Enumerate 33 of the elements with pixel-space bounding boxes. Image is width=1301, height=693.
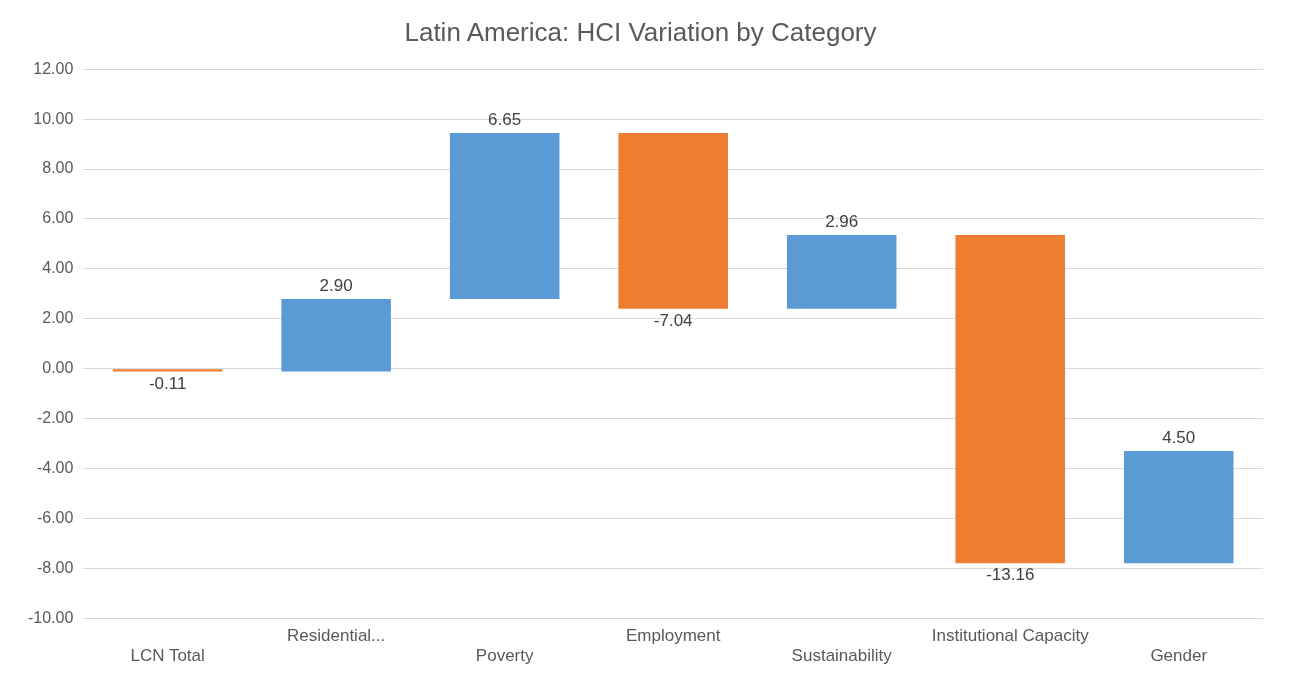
y-tick-label: -8.00: [36, 558, 74, 576]
y-tick-label: -6.00: [36, 508, 74, 526]
data-label: 6.65: [488, 110, 522, 130]
bar: [449, 133, 560, 300]
data-label: 4.50: [1162, 428, 1196, 448]
x-tick-label: Sustainability: [791, 646, 893, 666]
y-tick-label: 12.00: [33, 59, 74, 77]
y-tick-label: -4.00: [36, 458, 74, 476]
y-tick-label: 4.00: [42, 259, 74, 277]
x-tick-label: Poverty: [475, 646, 534, 666]
data-label: -0.11: [148, 373, 187, 393]
bar: [955, 234, 1065, 564]
x-tick-label: LCN Total: [130, 646, 205, 666]
y-tick-label: 2.00: [42, 309, 74, 327]
bar: [618, 133, 728, 309]
x-tick-label: Institutional Capacity: [931, 626, 1090, 646]
data-label: 2.90: [319, 276, 353, 296]
bar: [1123, 451, 1234, 564]
chart-title: Latin America: HCI Variation by Category: [404, 16, 877, 47]
y-tick-label: 0.00: [42, 359, 74, 377]
data-label: 2.96: [825, 212, 859, 232]
data-label: -7.04: [653, 310, 693, 330]
y-tick-label: 10.00: [33, 109, 74, 127]
data-label: -13.16: [986, 565, 1035, 585]
y-tick-label: -2.00: [36, 408, 74, 426]
bar: [786, 234, 897, 309]
x-tick-label: Gender: [1150, 646, 1208, 666]
x-tick-label: Employment: [625, 626, 721, 646]
x-tick-label: Residential...: [287, 626, 386, 646]
y-tick-label: -10.00: [27, 608, 74, 626]
y-tick-label: 8.00: [42, 159, 74, 177]
bar: [281, 299, 391, 372]
y-tick-label: 6.00: [42, 209, 74, 227]
